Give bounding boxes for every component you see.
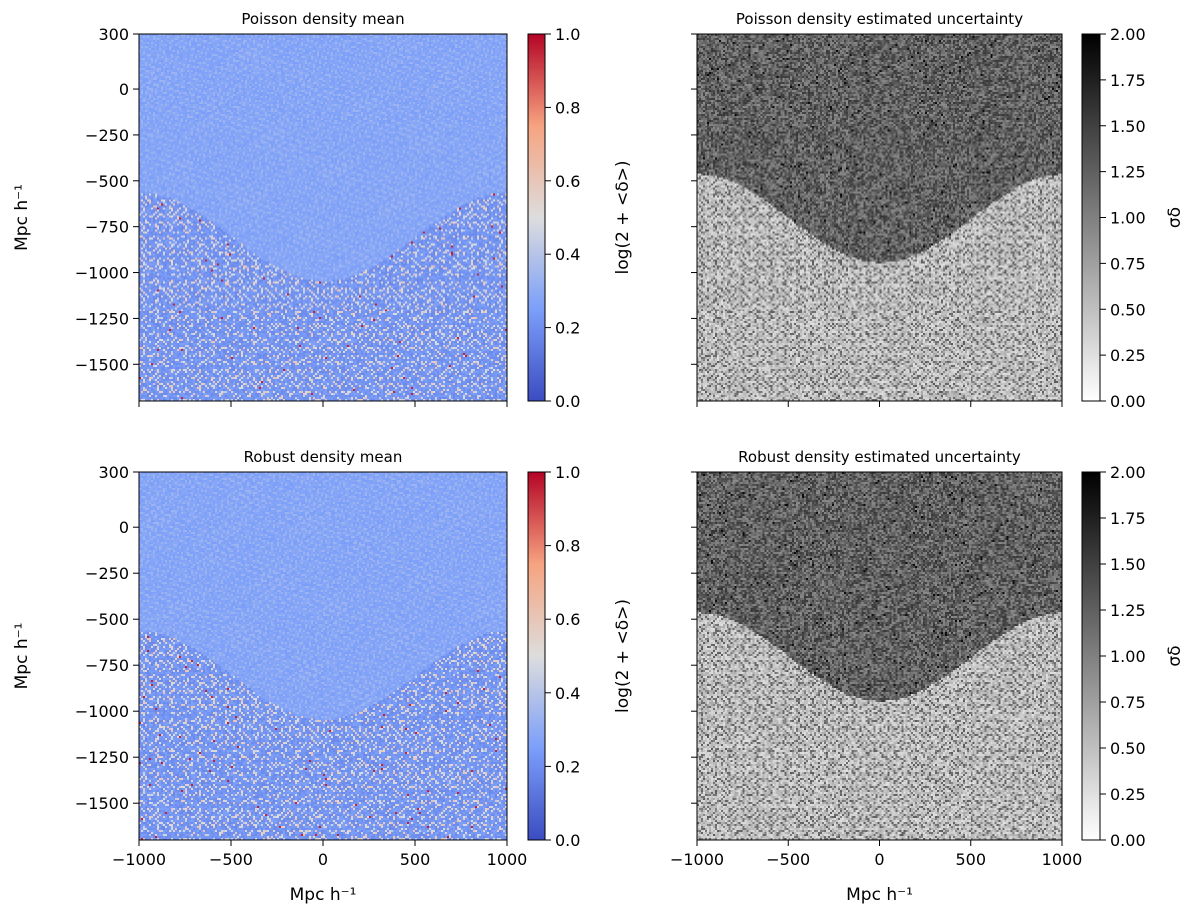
y-tick-label: −1000: [75, 702, 129, 721]
heatmap-image: [697, 472, 1062, 840]
colorbar-tick-label: 0.75: [1110, 693, 1146, 712]
panel-2: Robust density mean 300 0 −250 −500 −750 −1000…: [12, 448, 633, 905]
x-tick-label: 1000: [1042, 850, 1083, 869]
colorbar-tick-label: 1.25: [1110, 163, 1146, 182]
y-tick-label: −750: [85, 218, 129, 237]
colorbar-tick-label: 0.0: [555, 392, 580, 411]
y-tick-label: 300: [98, 463, 129, 482]
colorbar: [527, 33, 546, 402]
colorbar-label: log(2 + <δ>): [613, 161, 633, 275]
panel-0: Poisson density mean 300 0 −250 −500 −750 −100…: [12, 10, 633, 411]
heatmap-image: [139, 472, 507, 840]
colorbar-label: σδ: [1165, 645, 1185, 666]
x-axis-label: Mpc h⁻¹: [290, 885, 357, 905]
panel-title: Poisson density estimated uncertainty: [736, 10, 1023, 28]
colorbar-tick-label: 1.00: [1110, 209, 1146, 228]
y-tick-label: −1250: [75, 309, 129, 328]
colorbar-label: σδ: [1165, 207, 1185, 228]
colorbar-tick-label: 0.2: [555, 757, 580, 776]
colorbar-tick-label: 0.75: [1110, 254, 1146, 273]
panel-title: Robust density estimated uncertainty: [738, 448, 1021, 466]
colorbar-tick-label: 0.25: [1110, 785, 1146, 804]
panel-3: Robust density estimated uncertainty −100…: [670, 448, 1185, 905]
colorbar-tick-label: 1.75: [1110, 71, 1146, 90]
y-tick-label: −750: [85, 656, 129, 675]
y-tick-label: 0: [119, 80, 129, 99]
colorbar-tick-label: 1.00: [1110, 647, 1146, 666]
x-tick-label: 0: [874, 850, 884, 869]
colorbar-tick-label: 2.00: [1110, 463, 1146, 482]
x-tick-label: −500: [766, 850, 810, 869]
y-tick-label: −250: [85, 126, 129, 145]
colorbar-tick-label: 0.00: [1110, 392, 1146, 411]
colorbar-tick-label: 0.6: [555, 610, 580, 629]
colorbar: [1081, 471, 1101, 841]
x-tick-label: 0: [318, 850, 328, 869]
y-tick-label: −500: [85, 610, 129, 629]
y-axis-label: Mpc h⁻¹: [12, 184, 32, 251]
colorbar-tick-label: 0.2: [555, 319, 580, 338]
colorbar-tick-label: 1.75: [1110, 509, 1146, 528]
colorbar-tick-label: 0.6: [555, 172, 580, 191]
heatmap-image: [139, 34, 507, 401]
colorbar-tick-label: 1.0: [555, 463, 580, 482]
y-tick-label: −500: [85, 172, 129, 191]
x-tick-label: −500: [209, 850, 253, 869]
x-tick-label: 1000: [487, 850, 528, 869]
colorbar-tick-label: 1.25: [1110, 601, 1146, 620]
x-axis-label: Mpc h⁻¹: [846, 885, 913, 905]
colorbar-tick-label: 1.50: [1110, 555, 1146, 574]
y-tick-label: −1500: [75, 355, 129, 374]
colorbar-tick-label: 0.4: [555, 245, 580, 264]
colorbar-tick-label: 0.00: [1110, 831, 1146, 850]
colorbar-label: log(2 + <δ>): [613, 599, 633, 713]
colorbar-tick-label: 0.0: [555, 831, 580, 850]
y-tick-label: −1000: [75, 264, 129, 283]
x-tick-label: −1000: [670, 850, 724, 869]
colorbar-tick-label: 0.50: [1110, 300, 1146, 319]
colorbar-tick-label: 1.0: [555, 25, 580, 44]
colorbar-tick-label: 2.00: [1110, 25, 1146, 44]
colorbar-tick-label: 0.25: [1110, 346, 1146, 365]
y-tick-label: −1500: [75, 794, 129, 813]
x-tick-label: −1000: [112, 850, 166, 869]
colorbar-tick-label: 0.8: [555, 537, 580, 556]
y-tick-label: 0: [119, 518, 129, 537]
heatmap-image: [697, 34, 1062, 401]
colorbar-tick-label: 0.4: [555, 684, 580, 703]
y-tick-label: −250: [85, 564, 129, 583]
colorbar-tick-label: 0.8: [555, 98, 580, 117]
colorbar: [527, 471, 546, 841]
panel-title: Poisson density mean: [241, 10, 404, 28]
y-tick-label: 300: [98, 25, 129, 44]
y-tick-label: −1250: [75, 748, 129, 767]
panel-1: Poisson density estimated uncertainty 0.0…: [691, 10, 1185, 411]
x-tick-label: 500: [955, 850, 986, 869]
colorbar: [1081, 33, 1101, 402]
panel-title: Robust density mean: [244, 448, 403, 466]
colorbar-tick-label: 0.50: [1110, 739, 1146, 758]
y-axis-label: Mpc h⁻¹: [12, 623, 32, 690]
x-tick-label: 500: [400, 850, 431, 869]
colorbar-tick-label: 1.50: [1110, 117, 1146, 136]
